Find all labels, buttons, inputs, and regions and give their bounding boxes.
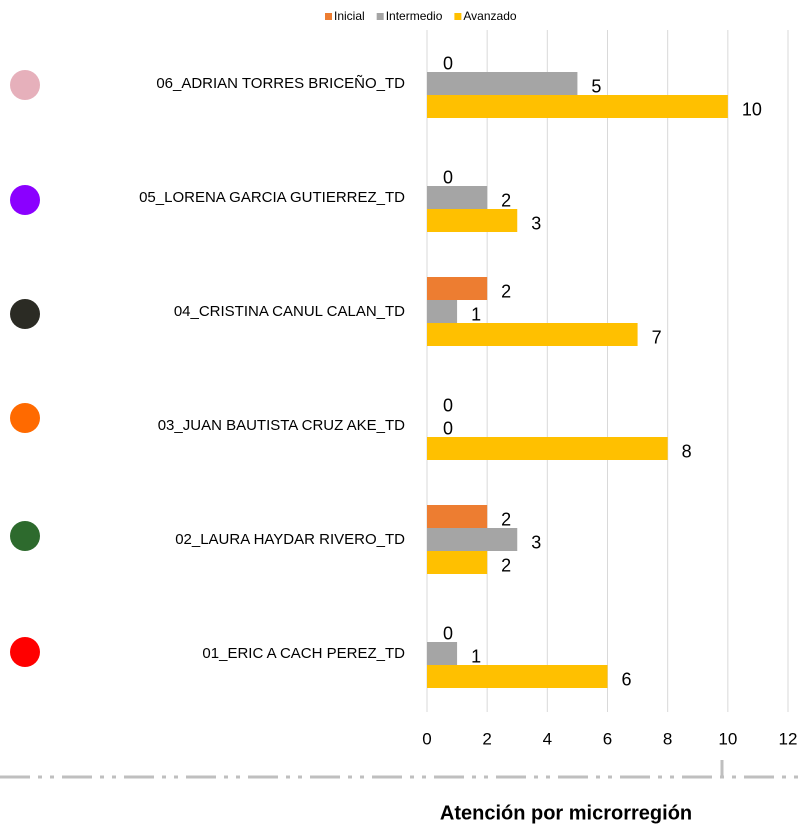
- chart-title: Atención por microrregión: [440, 802, 692, 824]
- x-tick-label: 10: [718, 729, 737, 748]
- x-tick-label: 0: [422, 729, 431, 748]
- bar: [427, 551, 488, 574]
- data-label: 6: [622, 669, 632, 689]
- bar: [427, 437, 668, 460]
- data-label: 10: [742, 99, 762, 119]
- bar: [427, 300, 458, 323]
- data-label: 2: [501, 555, 511, 575]
- category-dot: [10, 299, 40, 329]
- data-label: 0: [443, 167, 453, 187]
- bar: [427, 95, 728, 118]
- bar: [427, 72, 578, 95]
- data-label: 2: [501, 509, 511, 529]
- category-label: 04_CRISTINA CANUL CALAN_TD: [174, 303, 405, 320]
- category-dot: [10, 637, 40, 667]
- data-label: 7: [652, 327, 662, 347]
- bar: [427, 323, 638, 346]
- category-dot: [10, 403, 40, 433]
- data-label: 0: [443, 53, 453, 73]
- legend-swatch: [376, 13, 384, 20]
- bar: [427, 186, 488, 209]
- x-tick-label: 2: [482, 729, 491, 748]
- legend-swatch: [454, 13, 462, 20]
- bar: [427, 642, 458, 665]
- data-label: 2: [501, 190, 511, 210]
- category-label: 06_ADRIAN TORRES BRICEÑO_TD: [156, 75, 405, 92]
- category-dot: [10, 521, 40, 551]
- legend-label: Inicial: [334, 9, 365, 23]
- legend-label: Intermedio: [386, 9, 443, 23]
- x-tick-label: 4: [543, 729, 552, 748]
- data-label: 5: [591, 76, 601, 96]
- data-label: 0: [443, 395, 453, 415]
- legend-label: Avanzado: [463, 9, 516, 23]
- x-tick-label: 12: [779, 729, 798, 748]
- data-label: 1: [471, 304, 481, 324]
- x-tick-label: 6: [603, 729, 612, 748]
- category-label: 02_LAURA HAYDAR RIVERO_TD: [175, 531, 405, 548]
- data-label: 0: [443, 418, 453, 438]
- data-label: 0: [443, 623, 453, 643]
- bar: [427, 665, 608, 688]
- bar: [427, 277, 488, 300]
- data-label: 3: [531, 213, 541, 233]
- category-label: 05_LORENA GARCIA GUTIERREZ_TD: [139, 189, 405, 206]
- category-label: 01_ERIC A CACH PEREZ_TD: [202, 645, 405, 662]
- x-tick-label: 8: [663, 729, 672, 748]
- category-dot: [10, 70, 40, 100]
- category-label: 03_JUAN BAUTISTA CRUZ AKE_TD: [158, 417, 405, 434]
- data-label: 2: [501, 281, 511, 301]
- data-label: 3: [531, 532, 541, 552]
- category-dot: [10, 185, 40, 215]
- bar: [427, 209, 518, 232]
- legend-swatch: [325, 13, 332, 20]
- data-label: 8: [682, 441, 692, 461]
- data-label: 1: [471, 646, 481, 666]
- bar: [427, 528, 518, 551]
- bar: [427, 505, 488, 528]
